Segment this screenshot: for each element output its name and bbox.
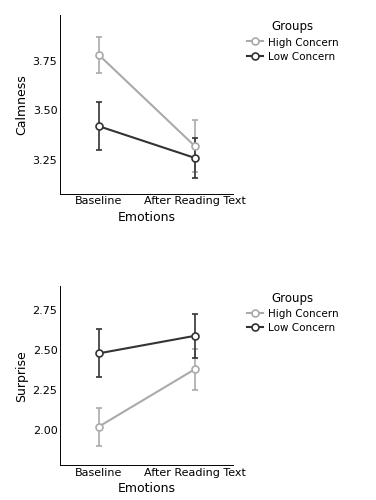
Legend: High Concern, Low Concern: High Concern, Low Concern xyxy=(247,20,338,62)
X-axis label: Emotions: Emotions xyxy=(118,210,176,224)
X-axis label: Emotions: Emotions xyxy=(118,482,176,495)
Legend: High Concern, Low Concern: High Concern, Low Concern xyxy=(247,292,338,334)
Y-axis label: Surprise: Surprise xyxy=(15,350,28,402)
Y-axis label: Calmness: Calmness xyxy=(15,74,29,134)
